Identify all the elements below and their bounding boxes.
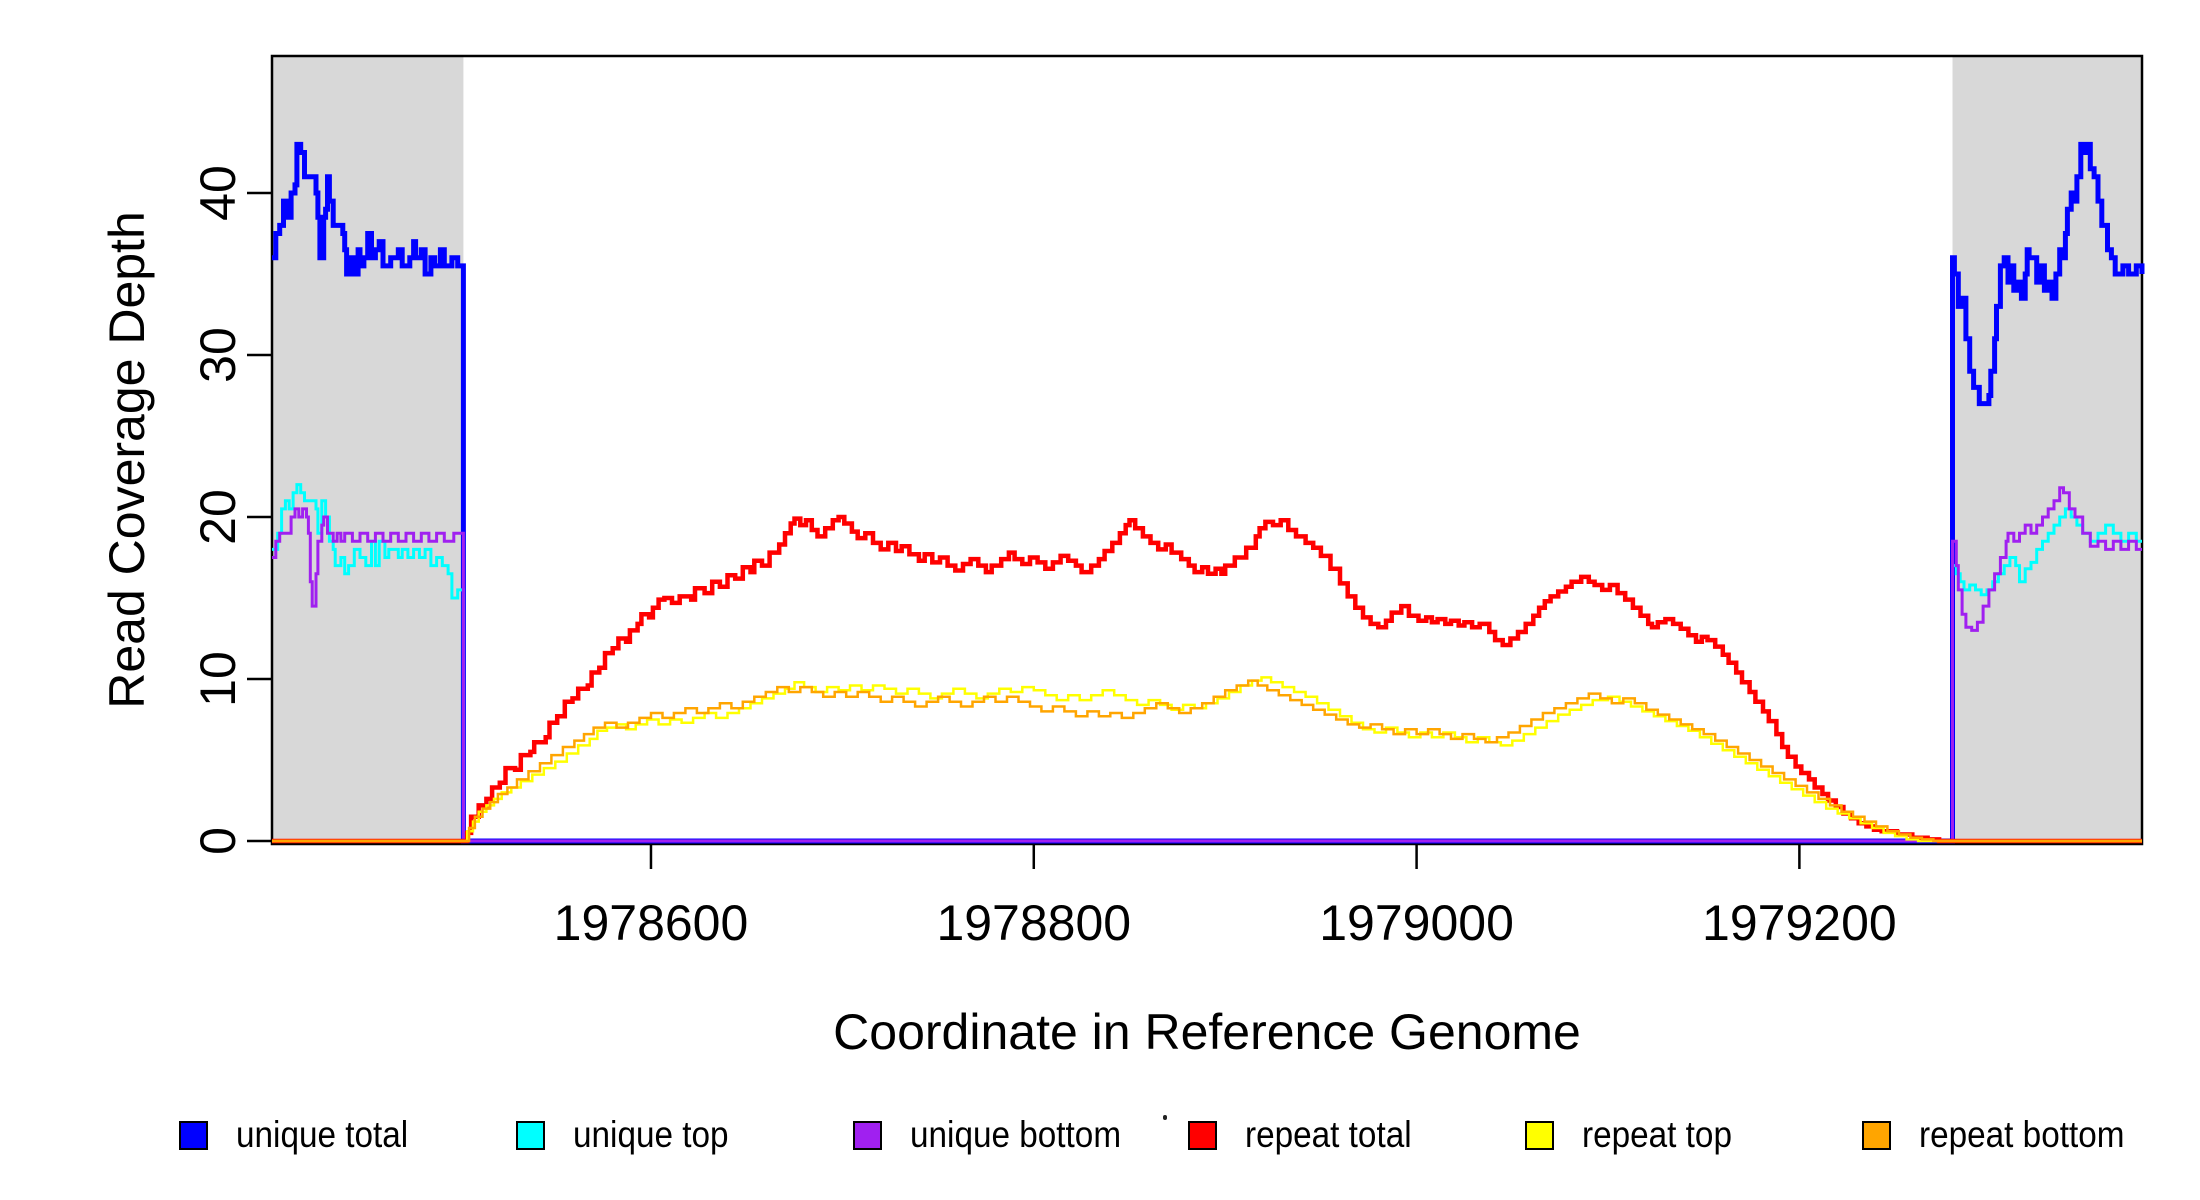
y-tick-label: 0 [190,827,246,855]
series-unique-top [272,483,2142,843]
series-unique-total [272,141,2145,844]
y-tick-label: 10 [190,651,246,707]
x-tick-label: 1978800 [936,895,1131,951]
y-tick-label: 20 [190,489,246,545]
y-tick-label: 30 [190,327,246,383]
series-repeat-bottom [272,679,2142,843]
x-axis-title: Coordinate in Reference Genome [833,1004,1581,1060]
shaded-region [272,56,464,844]
series-unique-bottom [272,486,2142,843]
x-tick-label: 1979200 [1702,895,1897,951]
x-tick-label: 1978600 [554,895,749,951]
shaded-region [1952,56,2142,844]
series-repeat-top [272,676,2142,843]
series-repeat-total [272,514,2142,844]
plot-box [270,54,2144,846]
y-tick-label: 40 [190,165,246,221]
y-axis-title: Read Coverage Depth [99,211,155,709]
stray-dot-mark [1163,1115,1167,1120]
x-tick-label: 1979000 [1319,895,1514,951]
